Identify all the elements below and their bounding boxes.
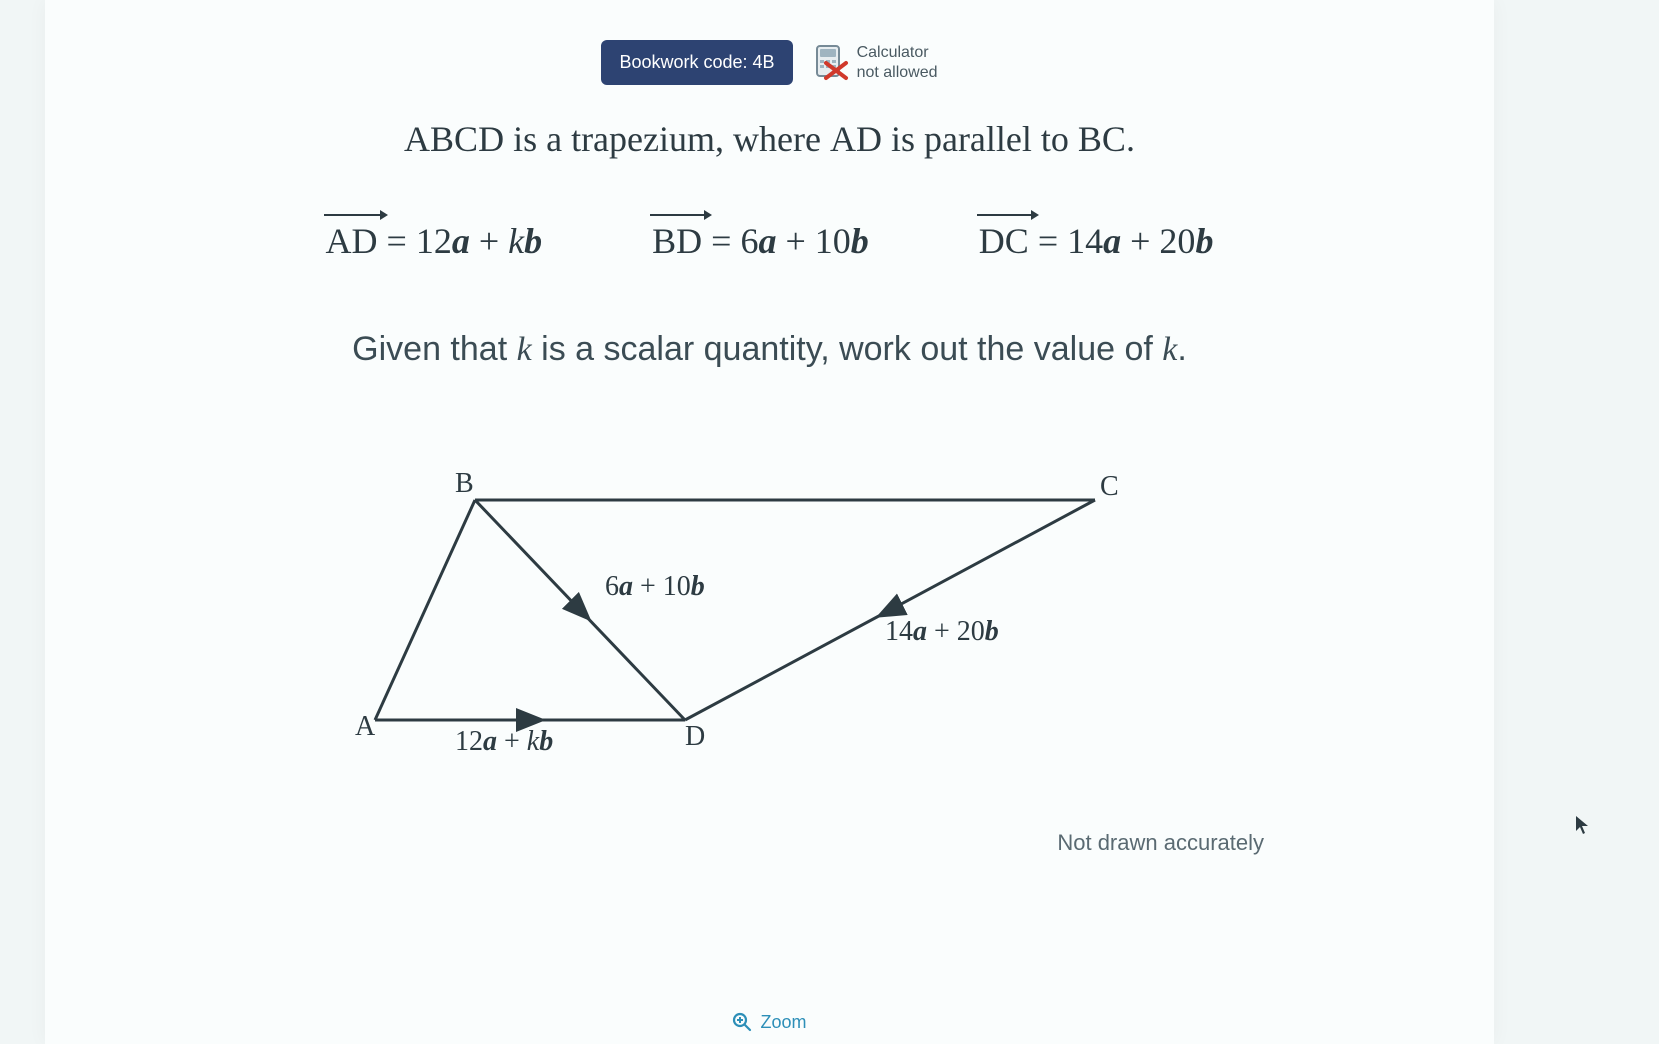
zoom-label: Zoom [760,1012,806,1033]
calc-text-line2: not allowed [857,63,938,82]
vertex-label-C: C [1100,471,1119,502]
bookwork-badge: Bookwork code: 4B [601,40,792,85]
edge-label-BD: 6a + 10b [605,571,705,602]
vector-equations: AD = 12a + kb BD = 6a + 10b DC = 14a + 2… [45,220,1494,262]
zoom-button[interactable]: Zoom [45,1000,1494,1044]
vertex-label-D: D [685,721,705,752]
vertex-label-A: A [355,711,376,742]
vector-eq-AD: AD = 12a + kb [326,220,543,262]
problem-statement-line1: ABCD is a trapezium, where AD is paralle… [45,118,1494,160]
vector-eq-DC: DC = 14a + 20b [979,220,1214,262]
edge-label-AD: 12a + kb [455,726,553,757]
cursor-icon [1575,815,1589,835]
problem-statement-line2: Given that k is a scalar quantity, work … [45,330,1494,369]
calculator-status: Calculator not allowed [813,43,938,81]
header-row: Bookwork code: 4B [45,40,1494,85]
edge-label-DC: 14a + 20b [885,616,999,647]
vertex-label-B: B [455,468,474,499]
calc-text-line1: Calculator [857,43,938,62]
content-card: Bookwork code: 4B [45,0,1494,1044]
not-drawn-accurately-label: Not drawn accurately [1057,830,1264,856]
page-root: Bookwork code: 4B [0,0,1659,1044]
trapezium-diagram: A B C D 12a + kb 6a + 10b 14a + 20b [355,470,1135,770]
calculator-not-allowed-icon [813,45,849,81]
zoom-icon [732,1012,752,1032]
vector-eq-BD: BD = 6a + 10b [652,220,869,262]
